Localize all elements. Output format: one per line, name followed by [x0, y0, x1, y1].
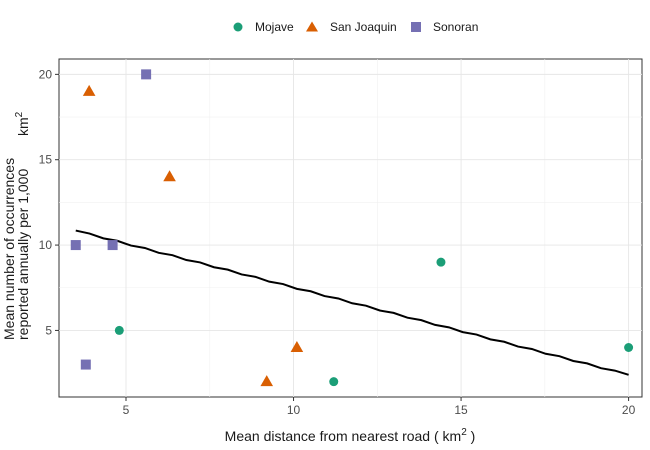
legend-label-sonoran: Sonoran	[433, 20, 478, 34]
trendline	[75, 229, 629, 376]
legend-marker-mojave	[233, 22, 243, 32]
legend-marker-sonoran	[411, 22, 421, 32]
x-axis-title-suffix: )	[467, 428, 476, 444]
y-axis-title-line1: Mean number of occurrences	[1, 158, 17, 340]
y-tick-label: 15	[39, 153, 53, 167]
data-point-sonoran	[141, 69, 152, 80]
x-tick-label: 20	[622, 403, 636, 417]
data-point-san-joaquin	[163, 170, 176, 182]
y-axis-title-line2: reported annually per 1,000	[15, 169, 31, 340]
data-points	[70, 69, 634, 387]
axis-ticks: 5 10 15 20 5 10 15 20	[39, 67, 636, 417]
y-tick-label: 20	[39, 67, 53, 81]
y-tick-label: 5	[45, 323, 52, 337]
trendline-group	[75, 229, 629, 376]
data-point-mojave	[114, 325, 124, 335]
data-point-mojave	[624, 342, 634, 352]
data-point-sonoran	[70, 240, 81, 251]
y-tick-label: 10	[39, 238, 53, 252]
legend-marker-san-joaquin	[306, 21, 318, 32]
data-point-san-joaquin	[290, 340, 304, 352]
y-axis-title: Mean number of occurrences reported annu…	[1, 111, 31, 340]
data-point-mojave	[329, 377, 339, 387]
data-point-sonoran	[80, 359, 91, 370]
y-axis-title-unit-text: km	[15, 117, 31, 136]
x-axis-title-text: Mean distance from nearest road ( km	[225, 428, 462, 444]
data-point-mojave	[436, 257, 446, 267]
data-point-san-joaquin	[82, 84, 96, 96]
y-axis-title-unit: km2	[14, 111, 31, 136]
x-axis-title-superscript: 2	[461, 427, 467, 438]
data-point-sonoran	[107, 240, 118, 251]
x-axis-title: Mean distance from nearest road ( km2 )	[225, 427, 476, 444]
grid	[59, 59, 642, 397]
data-point-san-joaquin	[260, 375, 274, 387]
legend: Mojave San Joaquin Sonoran	[233, 20, 478, 34]
x-tick-label: 10	[287, 403, 301, 417]
plot-panel-border	[58, 58, 643, 398]
legend-label-san-joaquin: San Joaquin	[330, 20, 397, 34]
legend-label-mojave: Mojave	[255, 20, 294, 34]
x-tick-label: 15	[454, 403, 468, 417]
y-axis-title-unit-superscript: 2	[14, 111, 25, 117]
x-tick-label: 5	[123, 403, 130, 417]
